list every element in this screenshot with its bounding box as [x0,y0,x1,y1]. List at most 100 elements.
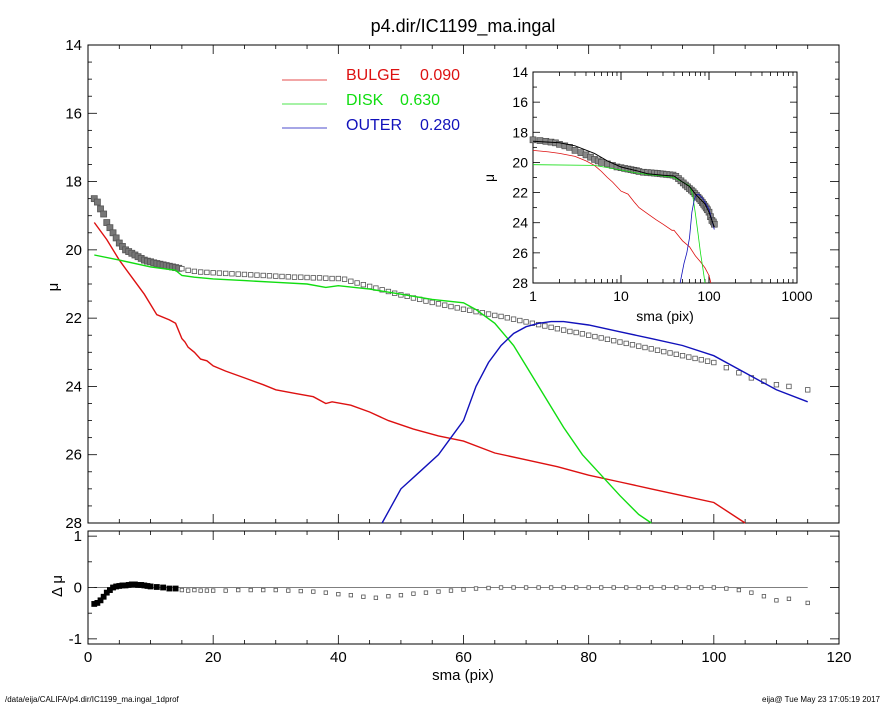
residual-point [548,585,554,590]
main-data-point [704,358,711,364]
main-data-point [348,278,354,284]
main-line-outer [381,320,808,524]
main-data-point [448,303,454,310]
main-data-point [310,275,316,281]
residual-point [185,588,191,593]
main-y-tick-label: 24 [65,378,82,395]
residual-point [423,590,429,595]
main-data-point [554,326,561,332]
main-data-point [323,275,329,281]
main-data-point [523,319,529,325]
main-data-point [266,273,273,279]
residual-point [273,587,278,593]
main-data-point [210,270,216,276]
inset-y-tick-label: 24 [512,215,528,231]
residual-point [153,584,160,590]
residual-point [97,597,104,604]
inset-y-tick-label: 18 [512,124,528,140]
inset-y-tick-label: 26 [512,245,528,261]
legend-value-disk: 0.630 [400,92,440,109]
residual-point [498,585,504,590]
chart-title: p4.dir/IC1199_ma.ingal [371,16,556,37]
main-data-point [611,338,617,344]
main-data-point [548,324,554,331]
main-data-point [279,273,285,280]
main-data-point [460,306,467,312]
residual-point [198,588,203,593]
main-data-point [492,312,498,319]
residual-point [172,585,179,592]
main-y-tick-label: 26 [65,447,82,464]
inset-line-outer [679,193,715,284]
main-data-point [93,198,101,206]
residual-point [311,589,316,594]
residual-points [91,581,810,607]
main-data-point [673,351,679,357]
main-data-point [423,298,429,304]
main-data-point [510,316,517,322]
residual-point [686,585,691,590]
residual-point [636,585,641,590]
main-data-point [354,280,360,286]
residual-point [204,588,210,593]
main-y-tick-label: 18 [65,174,82,191]
main-data-point [100,210,108,218]
residual-point [611,585,616,590]
residual-point [192,587,197,593]
main-data-point [517,317,523,324]
residual-point [661,585,666,590]
residual-point [511,585,516,590]
residual-x-tick-label: 80 [580,649,597,666]
legend-value-bulge: 0.090 [420,67,460,84]
main-data-point [604,336,611,342]
main-data-point [254,272,260,278]
main-data-point [711,359,717,366]
main-y-tick-label: 22 [65,310,82,327]
main-data-point [723,364,729,371]
main-y-tick-label: 28 [65,515,82,532]
residual-point [386,594,391,599]
main-data-point [579,331,586,337]
inset-model-lines [532,140,715,284]
main-data-point [329,275,335,282]
main-data-point [285,274,291,280]
main-data-point [567,328,573,335]
residual-point [179,587,185,593]
residual-point [436,589,441,594]
main-data-point [442,302,448,308]
residual-point [624,585,629,590]
legend-label-bulge: BULGE [346,67,400,84]
main-data-point [636,343,642,349]
main-data-point [786,383,792,390]
main-data-point [273,273,279,279]
residual-point [373,595,379,600]
residual-point [574,585,579,590]
inset-x-tick-label: 10 [613,288,629,304]
inset-y-label: μ [481,174,497,182]
residual-point [223,588,228,593]
main-y-tick-label: 16 [65,105,82,122]
residual-point [473,586,479,591]
main-data-point [304,274,310,281]
main-data-point [504,315,510,321]
residual-point [724,586,729,591]
legend-label-outer: OUTER [346,117,402,134]
inset-x-tick-label: 100 [697,288,721,304]
main-data-point [679,353,686,359]
main-data-point [204,269,210,276]
residual-point [561,585,566,590]
main-panel: 14 16 18 20 22 24 26 28 μ BULGE 0.090 DISK 0.63… [45,37,840,532]
residual-x-tick-label: 60 [455,649,472,666]
main-data-point [467,307,473,313]
main-data-point [498,313,504,320]
main-data-point [223,270,229,277]
main-data-point [435,301,442,307]
main-data-point [179,265,185,272]
main-data-point [667,350,673,356]
inset-x-tick-label: 1 [529,288,537,304]
main-data-point [773,382,780,388]
inset-panel: 1 10 100 1000 14 16 18 20 22 24 26 28 μ sma (pix) [481,64,813,324]
residual-point [166,585,173,592]
residual-point [248,587,253,593]
